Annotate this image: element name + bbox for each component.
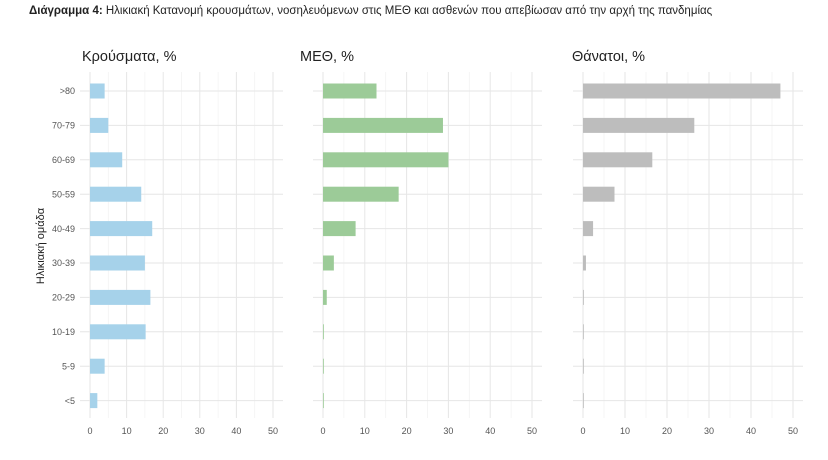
x-tick-label: 30 xyxy=(704,426,714,436)
x-tick-label: 20 xyxy=(662,426,672,436)
caption-text: Ηλικιακή Κατανομή κρουσμάτων, νοσηλευόμε… xyxy=(105,5,713,17)
y-tick-label: >80 xyxy=(60,86,75,96)
x-tick-label: 0 xyxy=(87,426,92,436)
x-tick-label: 10 xyxy=(360,426,370,436)
bar xyxy=(323,255,334,271)
panel-title: Θάνατοι, % xyxy=(572,49,645,65)
x-tick-label: 50 xyxy=(268,426,278,436)
x-tick-label: 0 xyxy=(320,426,325,436)
x-tick-label: 50 xyxy=(527,426,537,436)
bar xyxy=(583,255,586,271)
bar xyxy=(323,289,327,305)
x-tick-label: 30 xyxy=(443,426,453,436)
y-tick-label: 20-29 xyxy=(52,293,75,303)
x-tick-label: 20 xyxy=(402,426,412,436)
figure-caption: Διάγραμμα 4: Ηλικιακή Κατανομή κρουσμάτω… xyxy=(29,5,712,17)
x-tick-label: 40 xyxy=(231,426,241,436)
bar xyxy=(323,221,356,237)
panel-title: Κρούσματα, % xyxy=(82,49,177,65)
y-tick-label: 5-9 xyxy=(62,361,75,371)
bar xyxy=(90,186,142,202)
x-tick-label: 40 xyxy=(485,426,495,436)
bar xyxy=(583,324,584,340)
x-tick-label: 20 xyxy=(158,426,168,436)
bar xyxy=(583,393,584,409)
bar xyxy=(583,83,781,99)
bar xyxy=(90,221,153,237)
bar xyxy=(583,221,594,237)
bar xyxy=(90,83,105,99)
y-tick-label: 10-19 xyxy=(52,327,75,337)
x-tick-label: 30 xyxy=(195,426,205,436)
x-tick-label: 40 xyxy=(746,426,756,436)
x-tick-label: 0 xyxy=(580,426,585,436)
y-tick-label: 40-49 xyxy=(52,224,75,234)
bar xyxy=(323,83,377,99)
y-tick-label: 30-39 xyxy=(52,258,75,268)
bar xyxy=(90,393,98,409)
bar xyxy=(323,324,324,340)
x-tick-label: 10 xyxy=(122,426,132,436)
bar xyxy=(323,152,449,168)
bar xyxy=(323,358,324,374)
bar xyxy=(323,186,399,202)
bar xyxy=(323,117,443,133)
bar xyxy=(583,358,584,374)
y-axis-title: Ηλικιακή ομάδα xyxy=(35,207,47,284)
panel-title: ΜΕΘ, % xyxy=(300,49,354,65)
bar xyxy=(583,117,695,133)
bar xyxy=(90,152,123,168)
x-tick-label: 10 xyxy=(620,426,630,436)
y-tick-label: <5 xyxy=(65,396,75,406)
y-tick-label: 50-59 xyxy=(52,189,75,199)
bar xyxy=(583,289,584,305)
caption-label: Διάγραμμα 4: xyxy=(29,5,103,17)
bar xyxy=(323,393,324,409)
bar xyxy=(90,255,145,271)
bar xyxy=(583,152,653,168)
bar xyxy=(90,289,151,305)
bar xyxy=(583,186,615,202)
y-tick-label: 60-69 xyxy=(52,155,75,165)
bar xyxy=(90,324,146,340)
x-tick-label: 50 xyxy=(788,426,798,436)
bar xyxy=(90,117,109,133)
bar xyxy=(90,358,105,374)
y-tick-label: 70-79 xyxy=(52,121,75,131)
